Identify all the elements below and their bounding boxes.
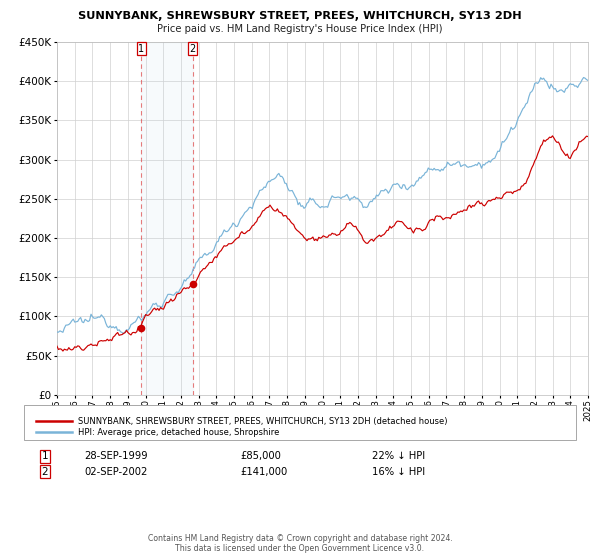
Text: SUNNYBANK, SHREWSBURY STREET, PREES, WHITCHURCH, SY13 2DH (detached house): SUNNYBANK, SHREWSBURY STREET, PREES, WHI… (78, 417, 448, 426)
Text: 1: 1 (138, 44, 144, 54)
Text: £85,000: £85,000 (240, 451, 281, 461)
Text: SUNNYBANK, SHREWSBURY STREET, PREES, WHITCHURCH, SY13 2DH: SUNNYBANK, SHREWSBURY STREET, PREES, WHI… (78, 11, 522, 21)
Text: £141,000: £141,000 (240, 466, 287, 477)
Text: 22% ↓ HPI: 22% ↓ HPI (372, 451, 425, 461)
Text: 02-SEP-2002: 02-SEP-2002 (84, 466, 148, 477)
Text: 2: 2 (41, 466, 49, 477)
Bar (141, 42, 193, 395)
Text: HPI: Average price, detached house, Shropshire: HPI: Average price, detached house, Shro… (78, 428, 280, 437)
Text: Price paid vs. HM Land Registry's House Price Index (HPI): Price paid vs. HM Land Registry's House … (157, 24, 443, 34)
Text: 28-SEP-1999: 28-SEP-1999 (84, 451, 148, 461)
Text: 2: 2 (190, 44, 196, 54)
Text: 1: 1 (41, 451, 49, 461)
Text: Contains HM Land Registry data © Crown copyright and database right 2024.: Contains HM Land Registry data © Crown c… (148, 534, 452, 543)
Text: 16% ↓ HPI: 16% ↓ HPI (372, 466, 425, 477)
Text: This data is licensed under the Open Government Licence v3.0.: This data is licensed under the Open Gov… (175, 544, 425, 553)
